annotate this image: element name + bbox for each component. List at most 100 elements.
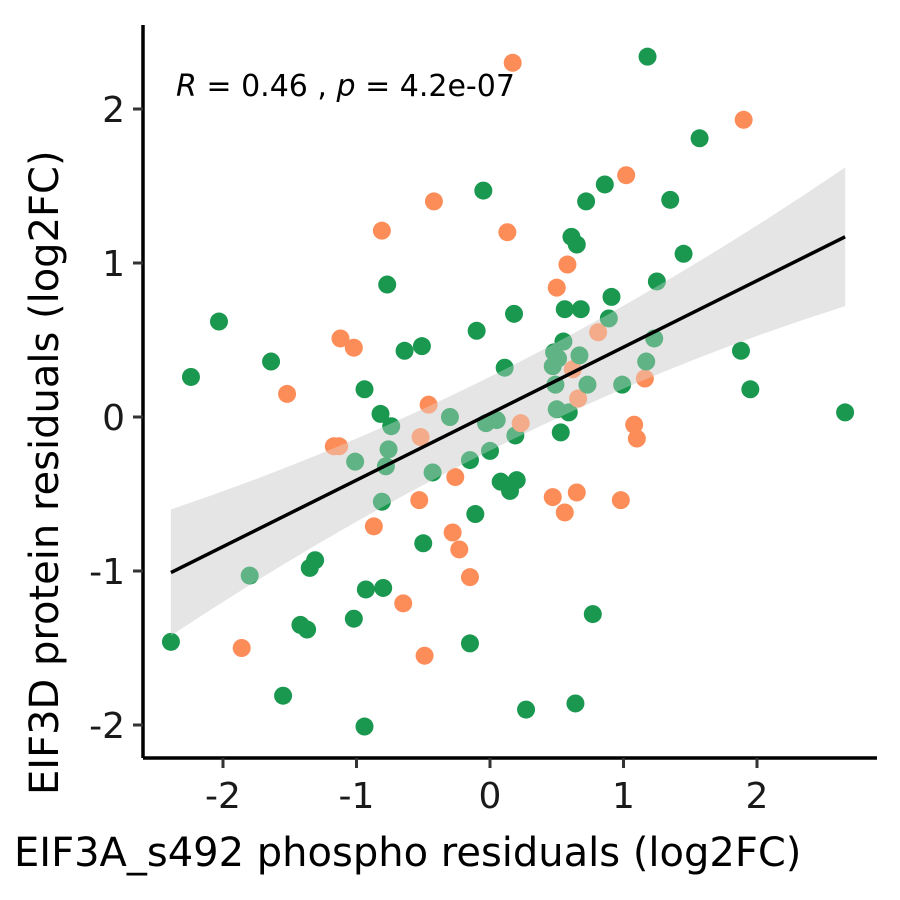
y-tick-label: 2 <box>102 90 125 131</box>
data-point <box>466 505 485 524</box>
data-point <box>554 332 573 351</box>
data-point <box>481 441 499 460</box>
data-point <box>474 181 493 200</box>
confidence-band <box>170 167 846 636</box>
data-point <box>637 352 656 371</box>
data-point <box>555 503 574 522</box>
data-point <box>836 403 855 422</box>
data-point <box>330 437 349 456</box>
axes-layer: -2 -1 0 1 2 -2 -1 0 1 2 <box>89 25 877 817</box>
data-point <box>635 369 654 388</box>
data-point <box>495 358 514 377</box>
data-point <box>467 321 486 340</box>
data-point <box>371 404 390 423</box>
data-point <box>578 375 597 394</box>
data-point <box>507 471 526 490</box>
correlation-annotation: R = 0.46 , p = 4.2e-07 <box>176 69 515 104</box>
data-point <box>331 329 350 348</box>
data-point <box>555 300 574 319</box>
data-point <box>379 440 398 459</box>
data-point <box>424 192 443 211</box>
data-point <box>232 639 251 657</box>
data-point <box>209 312 228 331</box>
data-point <box>741 380 760 399</box>
data-point <box>543 488 562 507</box>
data-point <box>378 275 397 294</box>
data-point <box>551 423 570 442</box>
data-point <box>344 609 363 628</box>
data-point <box>460 568 479 587</box>
data-point <box>394 594 413 613</box>
data-point <box>240 566 259 585</box>
data-point <box>589 323 608 342</box>
data-point <box>511 414 530 433</box>
data-point <box>638 47 657 66</box>
y-axis-title: EIF3D protein residuals (log2FC) <box>22 150 68 795</box>
data-point <box>625 415 644 434</box>
data-point <box>498 223 517 242</box>
data-point <box>274 686 293 705</box>
confidence-band-layer <box>170 167 846 636</box>
data-point <box>487 411 506 430</box>
data-point <box>613 375 632 394</box>
data-point <box>355 380 374 399</box>
r-symbol: R <box>176 69 197 104</box>
data-point <box>602 287 621 306</box>
data-point <box>460 634 479 653</box>
data-point <box>306 551 325 570</box>
data-point <box>503 53 522 72</box>
x-tick-label: 0 <box>479 776 502 817</box>
r-value-text: = 0.46 , <box>197 69 337 104</box>
x-tick-label: -1 <box>339 776 375 817</box>
data-point <box>419 395 438 414</box>
data-point <box>410 491 429 510</box>
data-point <box>450 540 469 559</box>
data-point <box>411 428 430 447</box>
x-tick-label: -2 <box>205 776 241 817</box>
data-point <box>731 341 750 360</box>
data-point <box>599 309 618 328</box>
y-tick-label: -2 <box>89 706 125 747</box>
x-axis-title: EIF3A_s492 phospho residuals (log2FC) <box>14 830 801 876</box>
p-value-text: = 4.2e-07 <box>356 69 515 104</box>
data-point <box>627 429 646 448</box>
p-symbol: p <box>335 69 355 104</box>
regression-line <box>170 235 846 575</box>
data-point <box>617 166 636 185</box>
data-point <box>569 389 588 408</box>
data-point <box>161 632 180 651</box>
data-point <box>558 255 577 274</box>
x-tick-label: 2 <box>746 776 769 817</box>
data-point <box>298 620 317 639</box>
data-point <box>559 403 578 422</box>
data-point <box>567 483 586 502</box>
data-point <box>356 580 375 599</box>
data-point <box>595 175 614 194</box>
data-point <box>344 338 363 357</box>
data-point <box>549 349 568 368</box>
data-point <box>547 278 566 297</box>
data-point <box>423 463 442 482</box>
y-tick-label: 0 <box>102 398 125 439</box>
data-point <box>382 417 401 436</box>
confidence-band-overlay <box>170 167 846 636</box>
data-point <box>412 337 431 356</box>
data-point <box>278 384 297 403</box>
regression-line-layer <box>170 235 846 575</box>
data-point <box>372 221 391 240</box>
data-point <box>414 534 433 553</box>
y-tick-label: 1 <box>102 244 125 285</box>
data-point <box>460 451 479 470</box>
data-point <box>517 700 536 719</box>
data-point <box>583 605 602 624</box>
data-point <box>577 192 596 211</box>
data-point <box>364 517 383 536</box>
data-point <box>372 492 391 511</box>
data-point <box>355 717 374 736</box>
data-point <box>415 646 434 665</box>
data-point <box>571 300 590 319</box>
data-point <box>181 367 200 386</box>
data-point <box>567 235 586 254</box>
data-point <box>570 346 589 365</box>
